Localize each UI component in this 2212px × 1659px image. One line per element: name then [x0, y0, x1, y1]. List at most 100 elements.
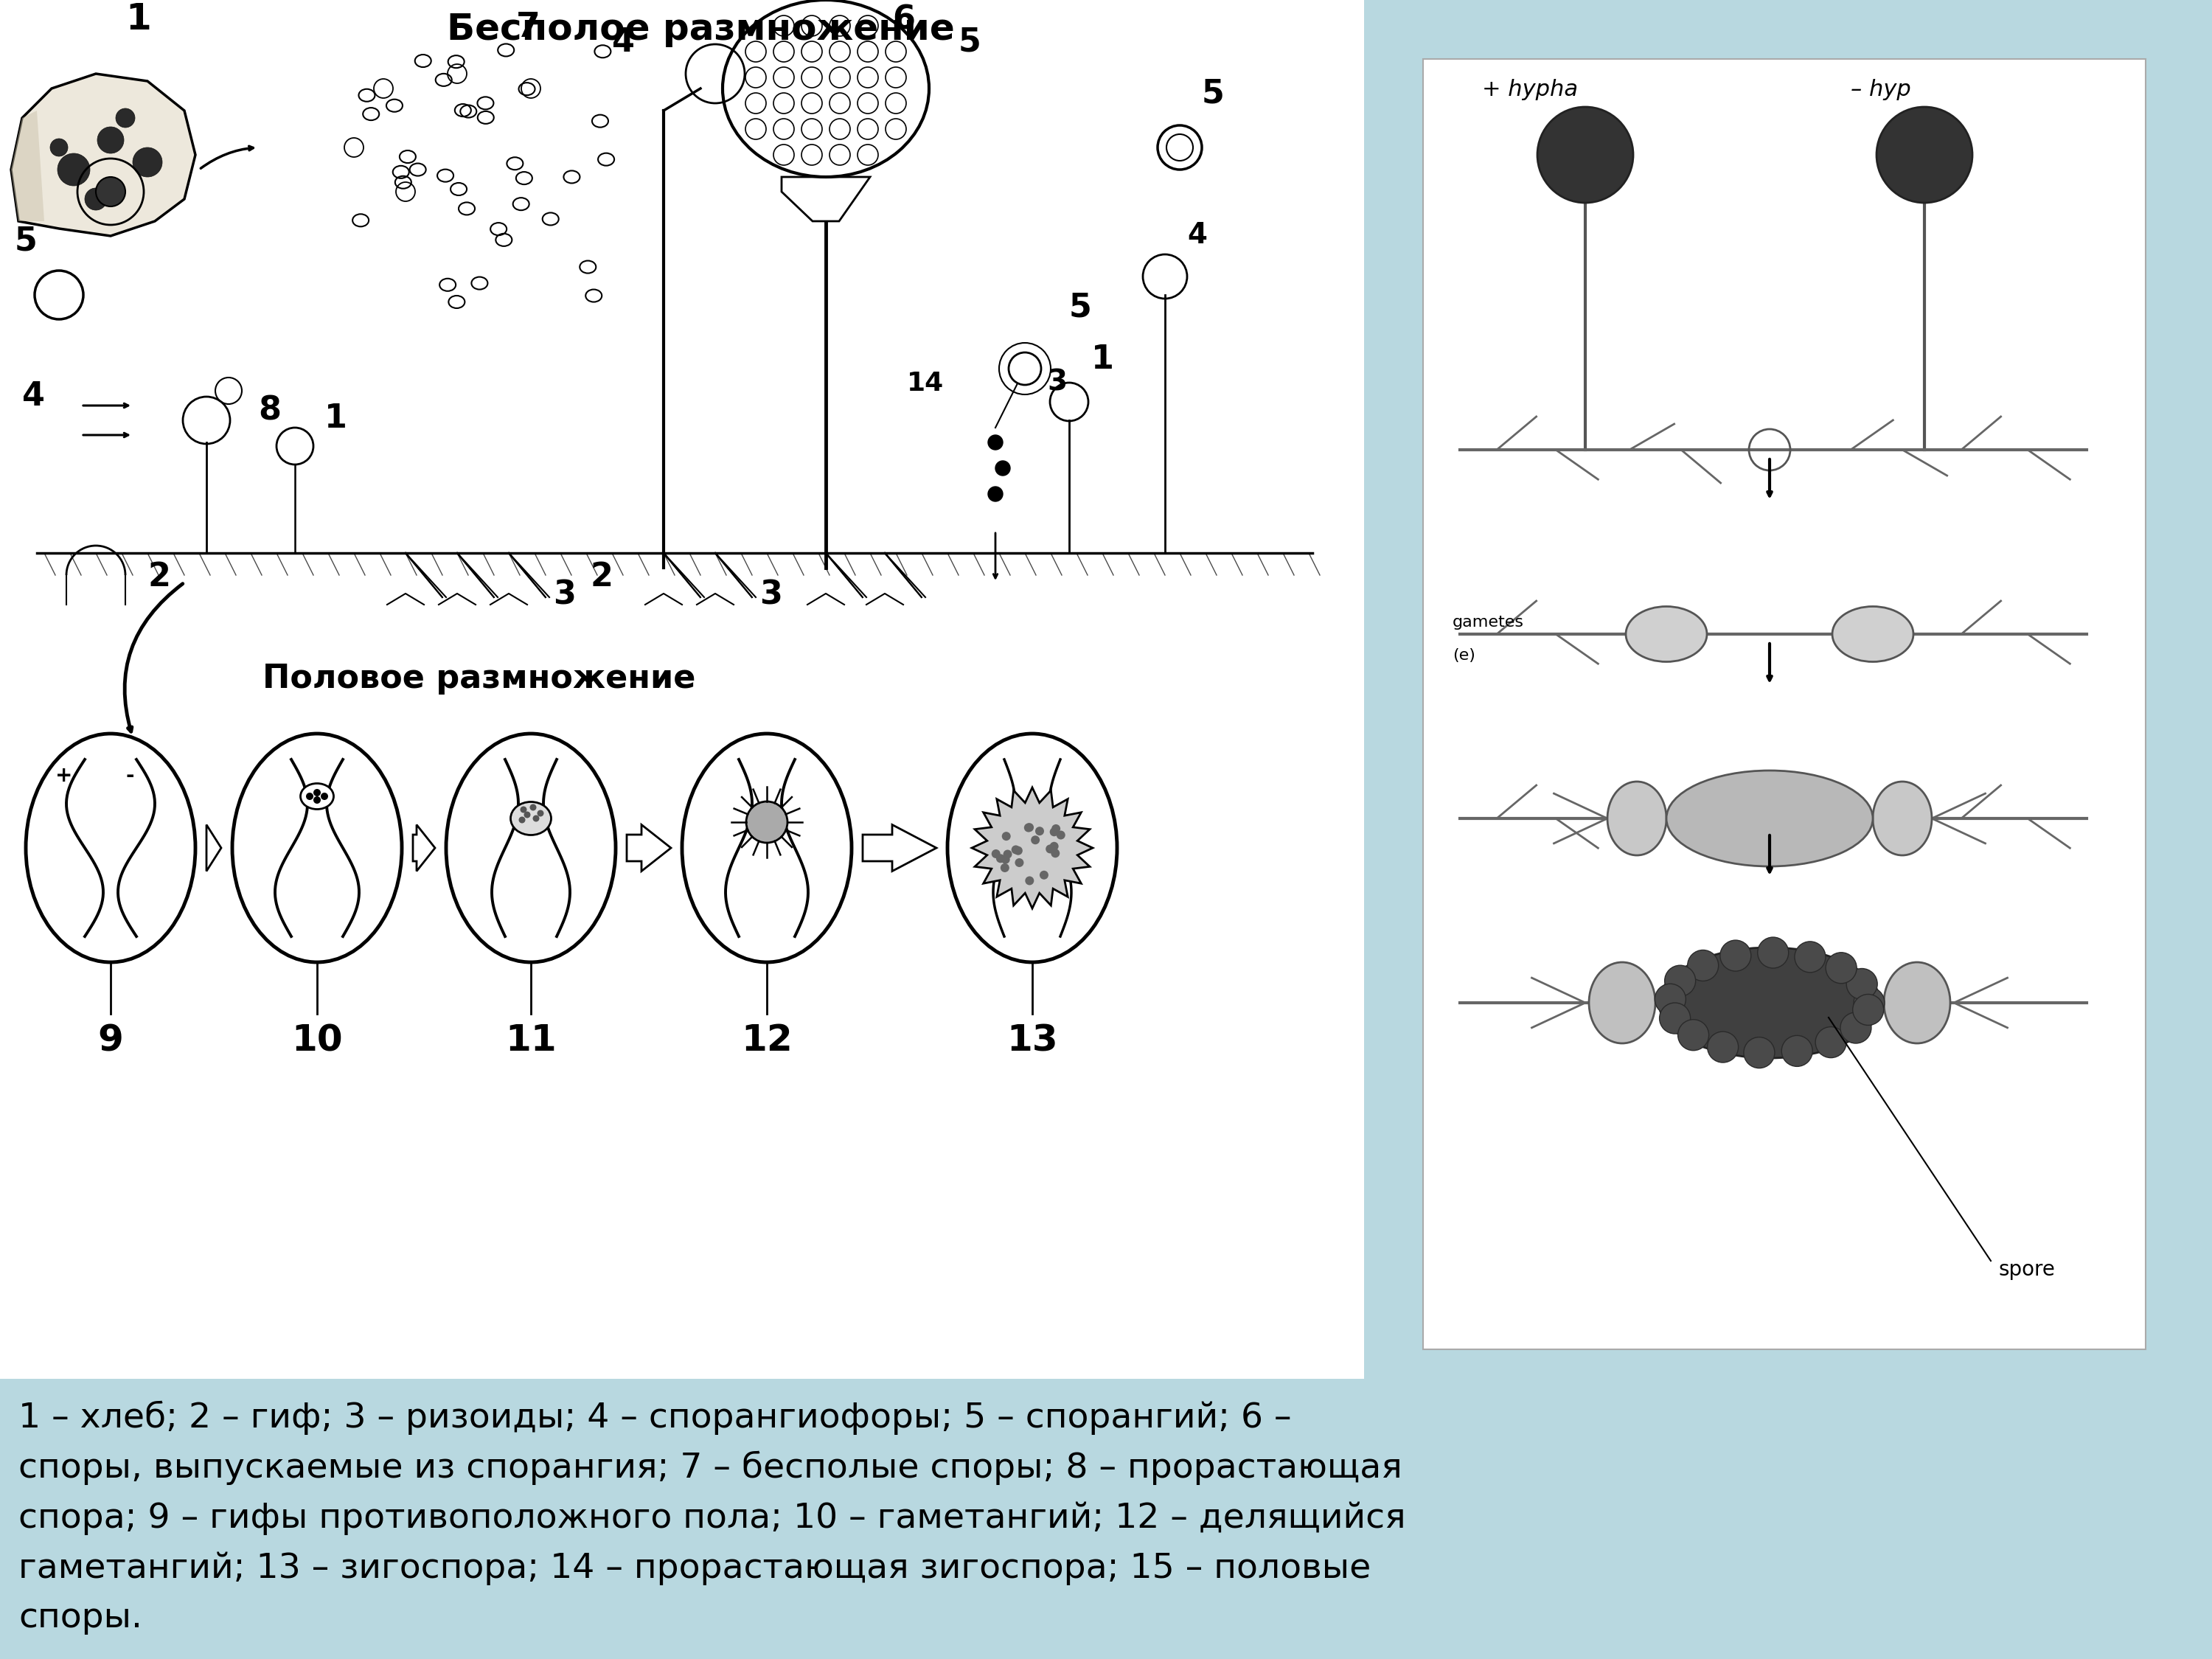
Text: 4: 4 [22, 380, 44, 411]
Polygon shape [626, 825, 670, 871]
Text: 1: 1 [325, 403, 347, 435]
Circle shape [1679, 1020, 1710, 1050]
Circle shape [1040, 871, 1048, 879]
Ellipse shape [1626, 607, 1708, 662]
Circle shape [1024, 876, 1033, 886]
Polygon shape [414, 825, 436, 871]
Circle shape [1840, 1012, 1871, 1044]
Text: 3: 3 [553, 579, 575, 611]
Text: (e): (e) [1453, 649, 1475, 664]
Circle shape [58, 153, 91, 186]
Circle shape [1666, 966, 1697, 997]
Text: spore: spore [1997, 1259, 2055, 1281]
Ellipse shape [1659, 947, 1880, 1058]
Circle shape [1655, 984, 1686, 1015]
Text: + hypha: + hypha [1482, 80, 1577, 100]
Circle shape [115, 108, 135, 128]
Circle shape [1002, 854, 1011, 864]
Circle shape [305, 793, 314, 800]
Circle shape [1816, 1027, 1847, 1058]
Circle shape [1015, 858, 1024, 868]
Circle shape [1011, 846, 1020, 854]
Polygon shape [781, 178, 869, 221]
Circle shape [314, 790, 321, 796]
Circle shape [1876, 106, 1973, 202]
Circle shape [1759, 937, 1790, 969]
Text: 3: 3 [1046, 368, 1066, 397]
Circle shape [1854, 987, 1885, 1019]
Text: 1 – хлеб; 2 – гиф; 3 – ризоиды; 4 – спорангиофоры; 5 – спорангий; 6 –: 1 – хлеб; 2 – гиф; 3 – ризоиды; 4 – спор… [18, 1400, 1292, 1435]
Text: гаметангий; 13 – зигоспора; 14 – прорастающая зигоспора; 15 – половые: гаметангий; 13 – зигоспора; 14 – прораст… [18, 1551, 1371, 1584]
Text: 3: 3 [759, 579, 783, 611]
Text: споры.: споры. [18, 1601, 142, 1634]
Ellipse shape [1832, 607, 1913, 662]
Circle shape [1847, 969, 1878, 999]
FancyBboxPatch shape [0, 0, 1365, 1379]
Circle shape [1057, 831, 1066, 839]
Circle shape [95, 178, 126, 206]
Polygon shape [863, 825, 936, 871]
Text: 10: 10 [292, 1022, 343, 1058]
Text: 8: 8 [259, 395, 281, 426]
Circle shape [518, 816, 526, 823]
FancyBboxPatch shape [1422, 60, 2146, 1349]
Circle shape [533, 815, 540, 821]
Ellipse shape [1874, 781, 1931, 856]
Circle shape [1688, 951, 1719, 980]
Circle shape [1035, 826, 1044, 836]
Circle shape [538, 810, 544, 816]
Text: 5: 5 [1201, 78, 1225, 109]
Circle shape [1024, 823, 1033, 833]
Circle shape [321, 793, 327, 800]
Circle shape [1781, 1035, 1812, 1067]
Circle shape [531, 805, 535, 811]
Circle shape [524, 811, 531, 818]
Circle shape [1537, 106, 1632, 202]
Text: gametes: gametes [1453, 615, 1524, 630]
Text: 1: 1 [1091, 343, 1115, 375]
Circle shape [995, 461, 1011, 476]
Text: спора; 9 – гифы противоположного пола; 10 – гаметангий; 12 – делящийся: спора; 9 – гифы противоположного пола; 1… [18, 1501, 1407, 1535]
Polygon shape [11, 111, 44, 221]
Text: 1: 1 [126, 2, 150, 36]
Circle shape [1004, 849, 1013, 859]
Circle shape [1000, 863, 1009, 873]
Circle shape [1024, 823, 1033, 831]
Text: 4: 4 [1188, 221, 1208, 249]
Ellipse shape [1588, 962, 1655, 1044]
Polygon shape [206, 825, 221, 871]
Text: 12: 12 [741, 1022, 792, 1058]
Circle shape [1721, 941, 1752, 971]
Circle shape [1854, 994, 1885, 1025]
Circle shape [1825, 952, 1856, 984]
Ellipse shape [1666, 770, 1874, 866]
Circle shape [745, 801, 787, 843]
Circle shape [1051, 828, 1060, 836]
Text: 4: 4 [613, 27, 635, 58]
Circle shape [995, 854, 1004, 863]
Text: 6: 6 [891, 5, 916, 36]
Circle shape [1051, 849, 1060, 858]
Text: 2: 2 [591, 561, 613, 592]
Circle shape [84, 187, 106, 211]
Circle shape [1031, 836, 1040, 844]
Polygon shape [971, 788, 1093, 909]
Text: +: + [55, 765, 73, 786]
Text: 5: 5 [1068, 292, 1093, 324]
Circle shape [1051, 841, 1060, 851]
Ellipse shape [301, 783, 334, 810]
Text: Половое размножение: Половое размножение [263, 662, 697, 693]
Circle shape [314, 796, 321, 803]
Text: 9: 9 [97, 1022, 124, 1058]
Text: 14: 14 [907, 372, 945, 397]
Circle shape [1002, 831, 1011, 841]
Circle shape [1659, 1002, 1690, 1034]
Text: 2: 2 [148, 561, 170, 592]
Circle shape [1013, 846, 1022, 854]
Circle shape [989, 435, 1002, 450]
Text: споры, выпускаемые из спорангия; 7 – бесполые споры; 8 – прорастающая: споры, выпускаемые из спорангия; 7 – бес… [18, 1452, 1402, 1485]
Text: -: - [126, 765, 133, 786]
Text: 5: 5 [15, 226, 38, 257]
Circle shape [520, 806, 526, 813]
Circle shape [97, 126, 124, 153]
